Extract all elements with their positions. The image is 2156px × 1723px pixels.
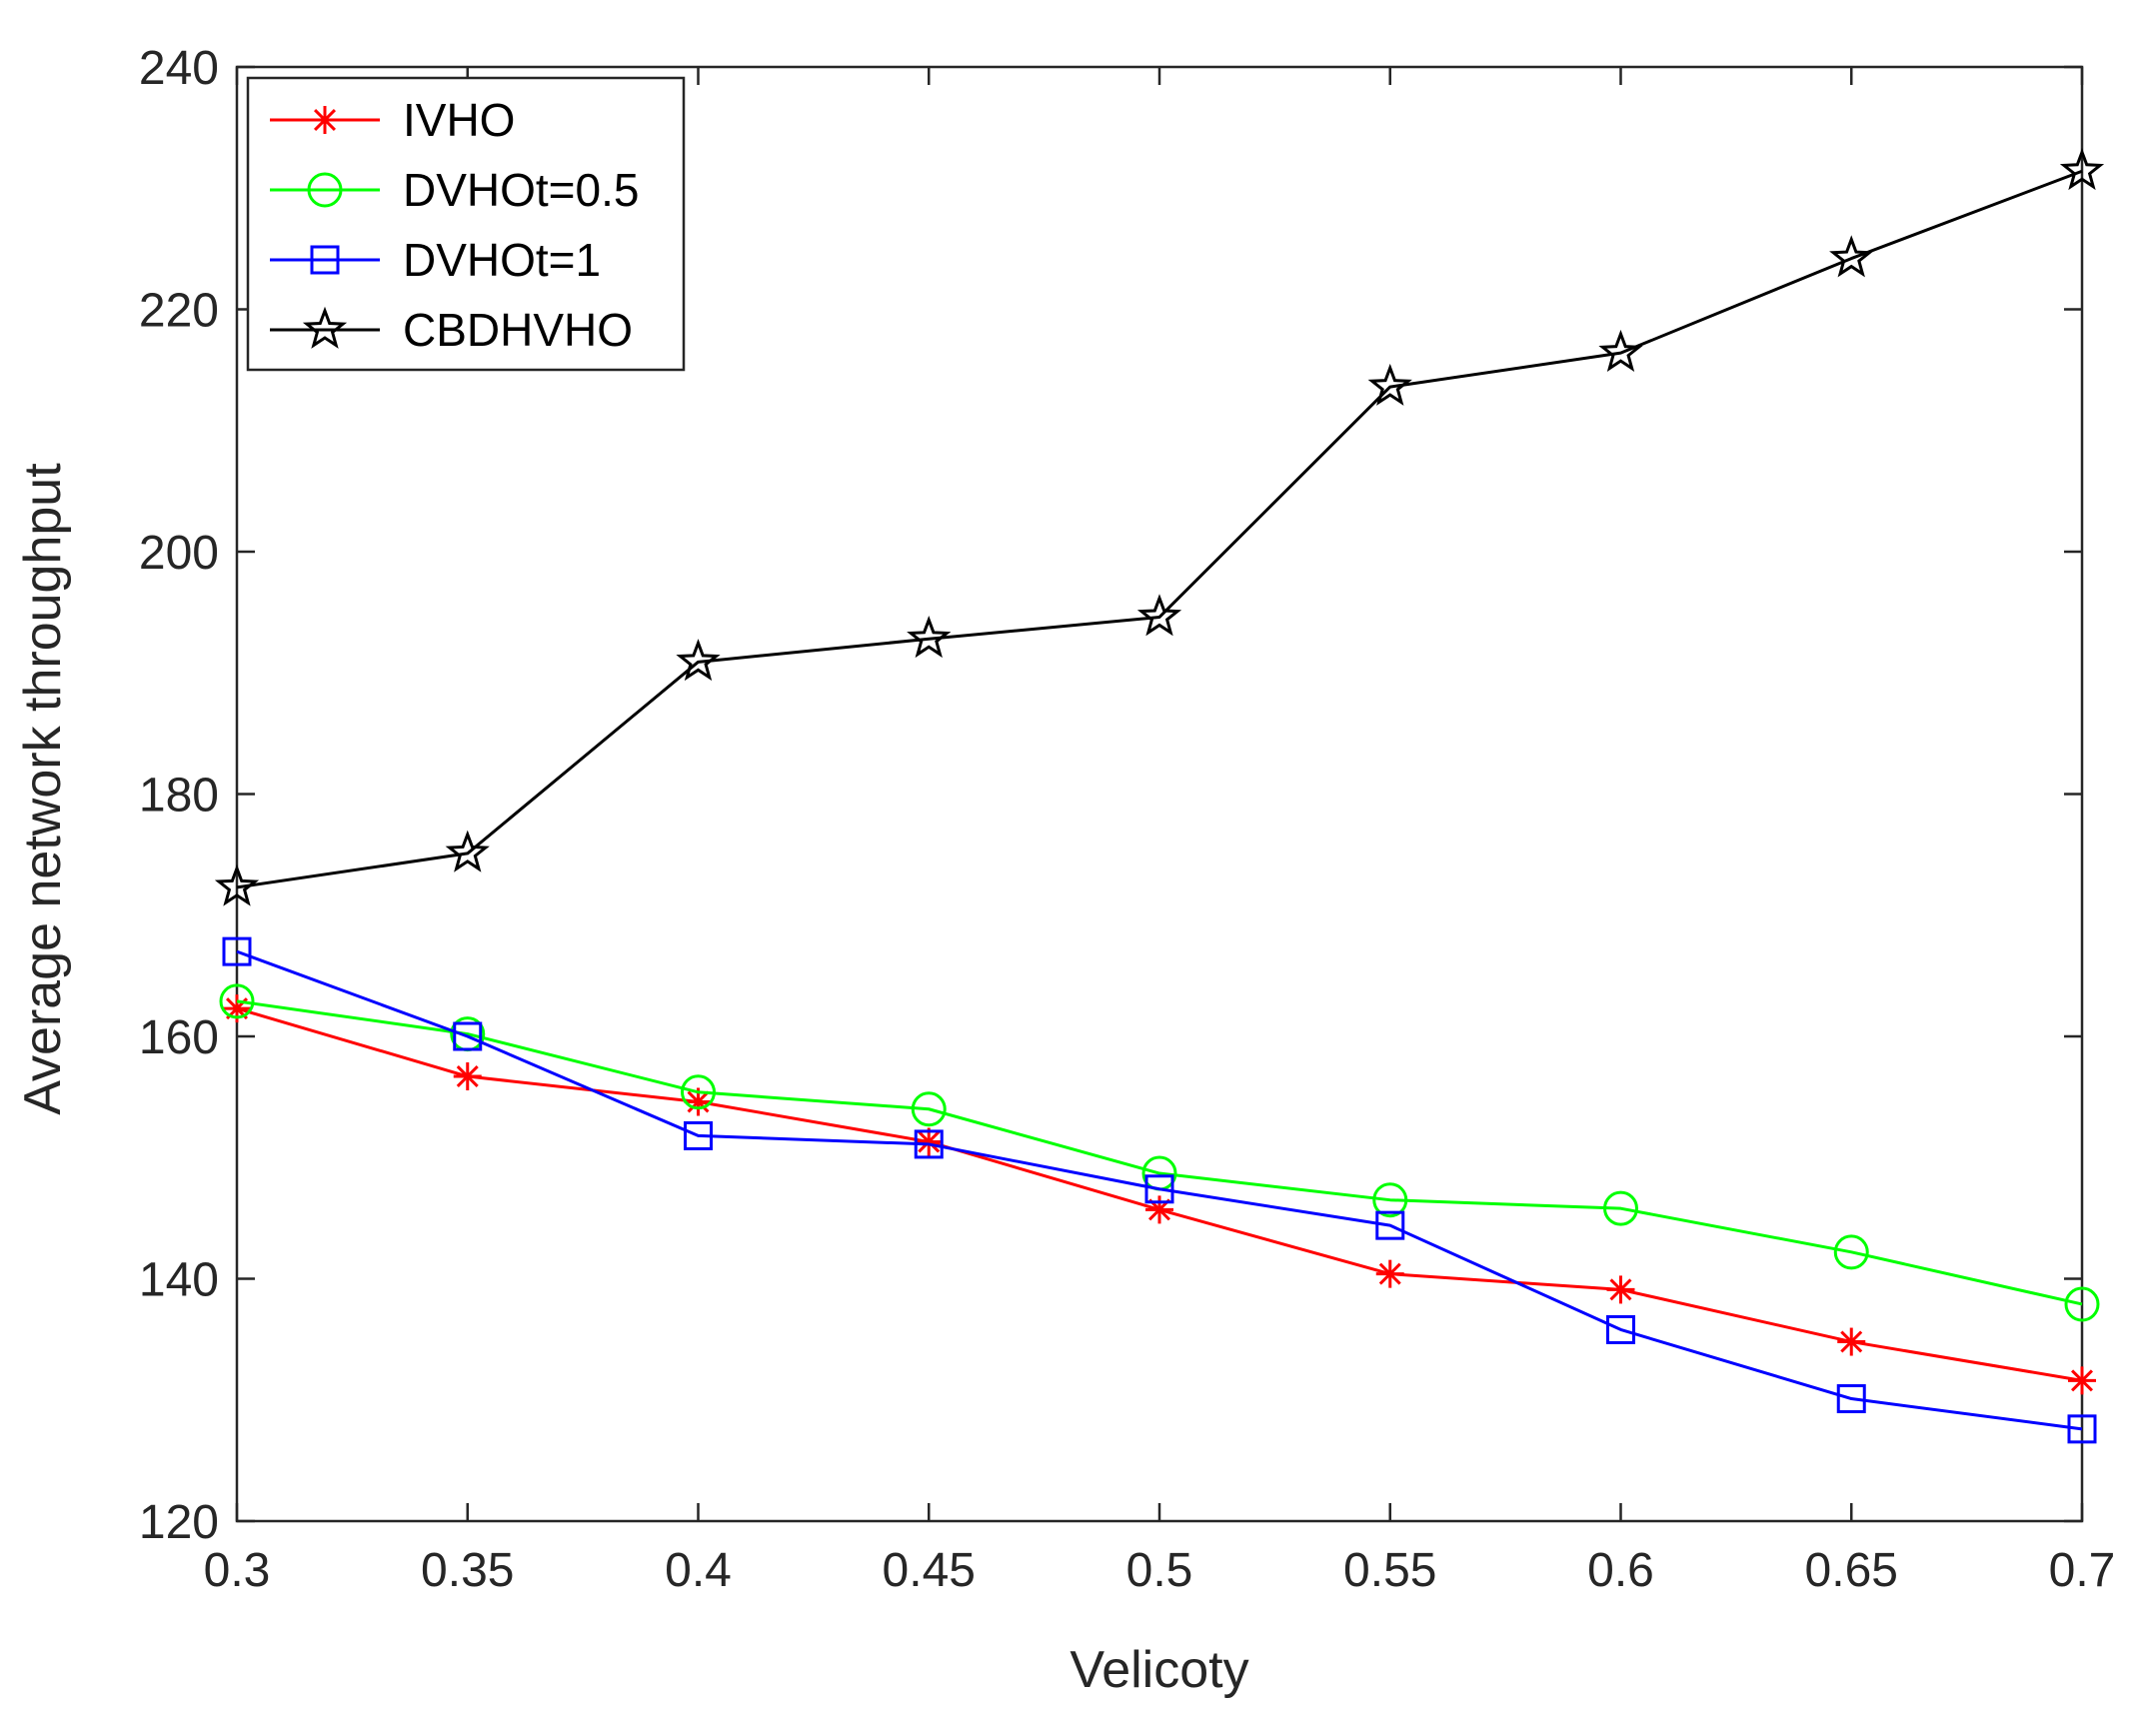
x-tick-label: 0.6 [1587, 1544, 1654, 1597]
data-point-cbdhvho [676, 639, 721, 682]
legend-label-dvhot-1: DVHOt=1 [403, 234, 601, 286]
legend-marker [311, 106, 339, 134]
x-axis-title: Velicoty [1070, 1641, 1248, 1699]
series-line-dvhot-1 [236, 949, 2083, 1431]
data-point-dvhot-0-5 [1372, 1182, 1408, 1218]
data-point-dvhot-1 [1606, 1314, 1635, 1344]
y-tick-label: 180 [139, 770, 219, 823]
legend-marker [307, 172, 343, 208]
x-axis-ticks: 0.3 0.35 0.4 0.45 0.5 0.55 0.6 0.65 0.7 [204, 67, 2116, 1597]
legend-entry-dvhot-1: DVHOt=1 [270, 234, 601, 286]
legend-sample-dvhot-1 [270, 245, 380, 275]
y-tick-label: 240 [139, 42, 219, 95]
y-tick-label: 220 [139, 285, 219, 338]
legend-marker [302, 306, 348, 349]
data-point-cbdhvho [907, 616, 952, 659]
y-tick-label: 140 [139, 1254, 219, 1307]
data-point-dvhot-1 [914, 1129, 944, 1159]
legend: IVHO DVHOt=0.5 DVHOt=1 CBDHVHO [246, 76, 686, 372]
data-point-dvhot-1 [1144, 1174, 1174, 1204]
data-point-ivho [1606, 1275, 1635, 1304]
legend-marker [310, 245, 340, 275]
series-line-dvhot-0-5 [236, 999, 2083, 1306]
data-point-cbdhvho [1598, 329, 1643, 372]
data-point-dvhot-1 [1836, 1384, 1866, 1414]
y-tick-label: 120 [139, 1496, 219, 1549]
y-tick-label: 200 [139, 527, 219, 580]
data-point-dvhot-0-5 [681, 1074, 716, 1110]
x-tick-label: 0.7 [2049, 1544, 2116, 1597]
data-point-cbdhvho [1829, 235, 1874, 278]
legend-entry-dvhot-0-5: DVHOt=0.5 [270, 164, 640, 216]
legend-entry-ivho: IVHO [270, 94, 515, 146]
legend-label-cbdhvho: CBDHVHO [403, 304, 633, 356]
data-point-cbdhvho [1136, 594, 1182, 637]
data-point-ivho [2068, 1366, 2096, 1395]
x-tick-label: 0.65 [1805, 1544, 1898, 1597]
series-layer [214, 148, 2105, 1444]
data-point-ivho [1837, 1327, 1866, 1356]
data-point-ivho [1145, 1195, 1173, 1224]
data-point-cbdhvho [1367, 363, 1412, 406]
data-point-dvhot-1 [684, 1120, 713, 1150]
series-dvhot-1 [222, 936, 2097, 1444]
legend-label-ivho: IVHO [403, 94, 515, 146]
data-point-dvhot-1 [1375, 1210, 1405, 1240]
series-cbdhvho [214, 148, 2105, 906]
series-ivho [223, 994, 2096, 1395]
x-tick-label: 0.45 [883, 1544, 976, 1597]
y-axis-title: Average network throughput [14, 463, 72, 1115]
data-point-dvhot-0-5 [2064, 1286, 2100, 1322]
data-point-ivho [453, 1062, 482, 1091]
x-tick-label: 0.4 [665, 1544, 732, 1597]
x-tick-label: 0.3 [204, 1544, 271, 1597]
data-point-cbdhvho [2059, 148, 2105, 191]
y-tick-label: 160 [139, 1011, 219, 1064]
x-tick-label: 0.55 [1343, 1544, 1436, 1597]
data-point-dvhot-0-5 [911, 1091, 947, 1127]
data-point-dvhot-1 [2067, 1414, 2097, 1444]
legend-entry-cbdhvho: CBDHVHO [270, 304, 633, 356]
y-axis-ticks: 120 140 160 180 200 220 240 [139, 42, 2082, 1549]
data-point-dvhot-1 [453, 1021, 483, 1051]
x-tick-label: 0.5 [1126, 1544, 1193, 1597]
legend-label-dvhot-0-5: DVHOt=0.5 [403, 164, 640, 216]
data-point-ivho [1375, 1259, 1404, 1288]
x-tick-label: 0.35 [421, 1544, 514, 1597]
data-point-dvhot-0-5 [1833, 1234, 1869, 1270]
data-point-cbdhvho [445, 830, 490, 872]
data-point-dvhot-1 [222, 936, 252, 966]
data-point-cbdhvho [214, 863, 260, 906]
legend-sample-dvhot-0-5 [270, 172, 380, 208]
data-point-dvhot-0-5 [1603, 1190, 1638, 1226]
legend-sample-cbdhvho [270, 306, 380, 349]
data-point-dvhot-0-5 [219, 983, 255, 1019]
series-line-cbdhvho [236, 169, 2083, 889]
legend-sample-ivho [270, 106, 380, 134]
